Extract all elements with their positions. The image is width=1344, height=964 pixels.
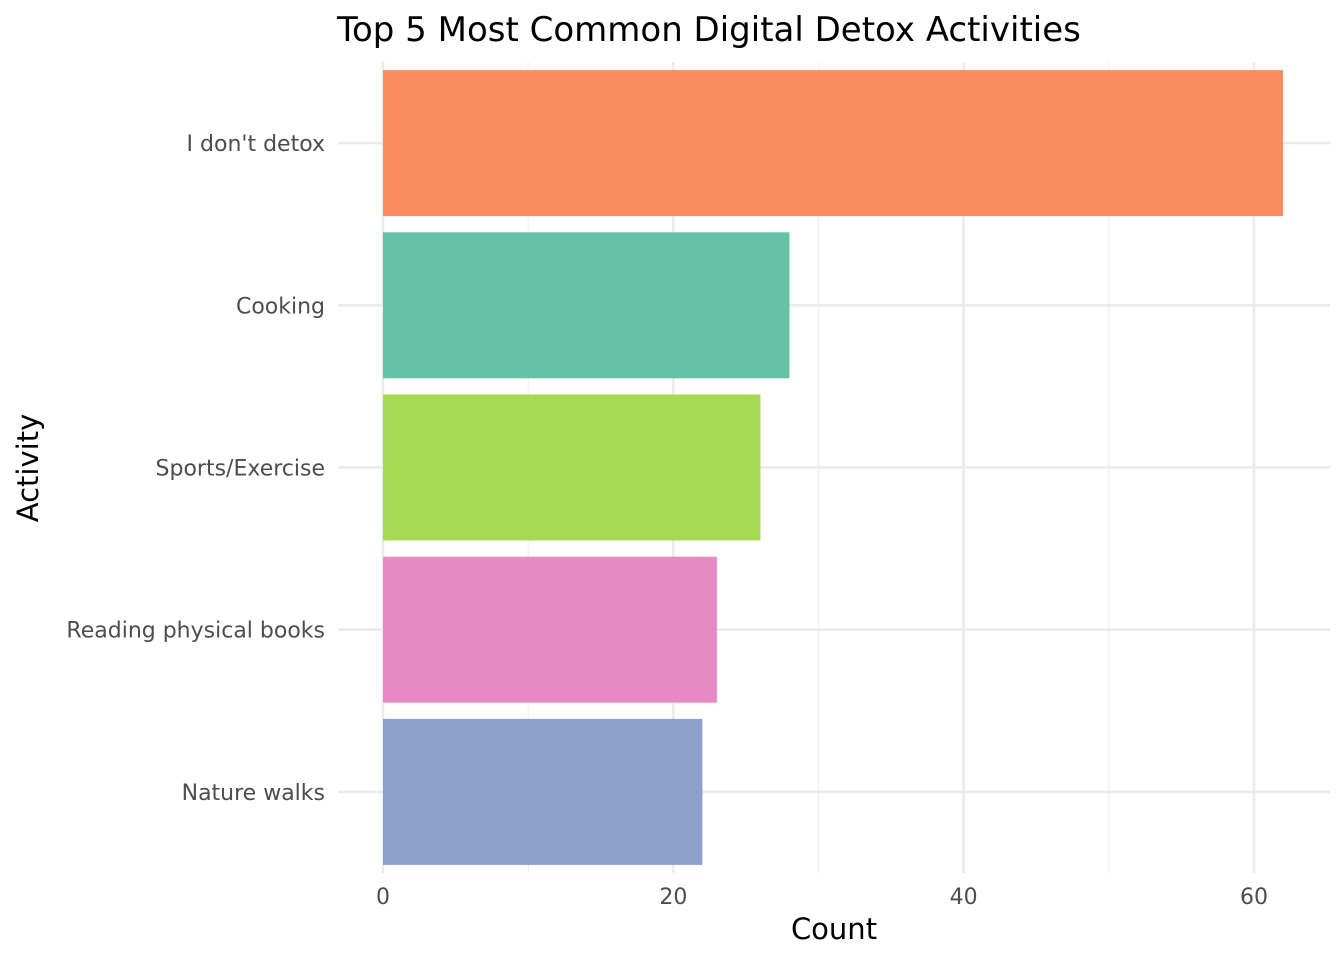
y-tick-label: Sports/Exercise <box>156 457 325 482</box>
y-tick-label: Nature walks <box>182 781 325 806</box>
x-axis-title: Count <box>791 912 877 946</box>
bar <box>383 556 717 703</box>
x-tick-label: 60 <box>1240 885 1268 910</box>
chart-title: Top 5 Most Common Digital Detox Activiti… <box>336 10 1081 50</box>
bars-layer <box>383 70 1284 865</box>
bar <box>383 394 761 541</box>
y-tick-label: Reading physical books <box>66 619 325 644</box>
x-tick-label: 20 <box>659 885 687 910</box>
tick-labels-layer: I don't detox Cooking Sports/Exercise Readi… <box>66 132 1268 910</box>
y-axis-title: Activity <box>11 414 45 522</box>
x-tick-label: 40 <box>950 885 978 910</box>
y-tick-label: I don't detox <box>187 132 325 157</box>
bar <box>383 232 790 379</box>
bar <box>383 70 1284 217</box>
x-tick-label: 0 <box>376 885 390 910</box>
bar <box>383 718 703 865</box>
y-tick-label: Cooking <box>236 294 325 319</box>
